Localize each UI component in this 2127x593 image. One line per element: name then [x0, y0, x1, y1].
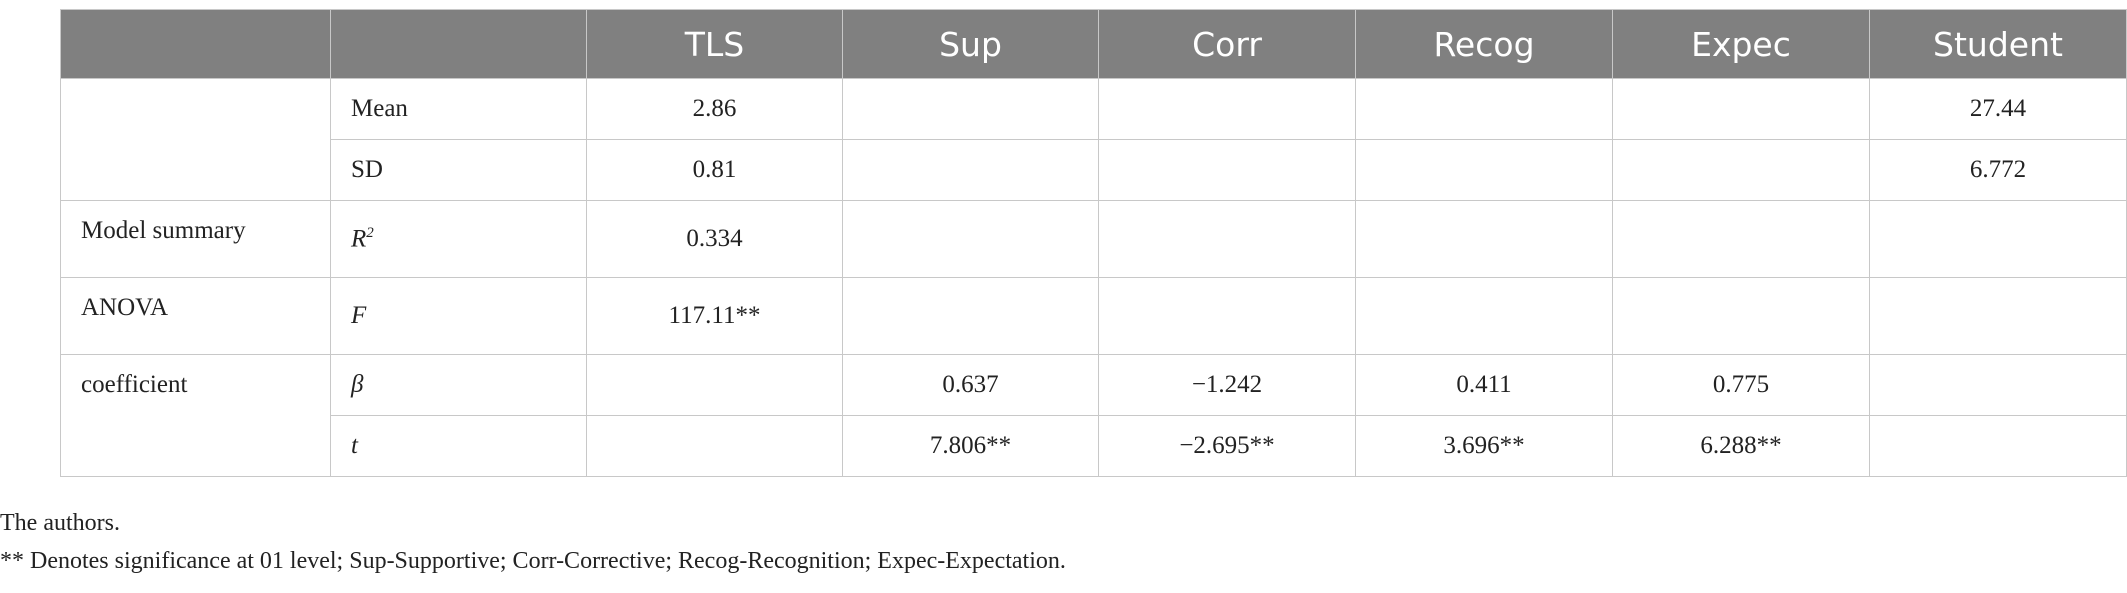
- table-row: Model summary R2 0.334: [60, 200, 2127, 278]
- value-cell: [1869, 354, 2127, 416]
- header-row: TLS Sup Corr Recog Expec Student: [60, 9, 2127, 79]
- table-body: Mean 2.86 27.44 SD 0.81 6.772 Model summary R2 0…: [60, 78, 2127, 477]
- footnote: ** Denotes significance at 01 level; Sup…: [0, 548, 1066, 574]
- value-cell: 7.806**: [842, 415, 1099, 477]
- value-cell: [1355, 78, 1613, 140]
- header-cell: [330, 9, 587, 79]
- group-label: Model summary: [60, 200, 331, 278]
- table-row: t 7.806** −2.695** 3.696** 6.288**: [61, 415, 2127, 477]
- group-label: ANOVA: [60, 277, 331, 355]
- value-cell: [1355, 200, 1613, 278]
- value-cell: 0.637: [842, 354, 1099, 416]
- value-cell: 0.81: [586, 139, 843, 201]
- value-cell: [586, 354, 843, 416]
- stat-label: SD: [330, 139, 587, 201]
- header-cell: [60, 9, 331, 79]
- table-row: ANOVA F 117.11**: [60, 277, 2127, 355]
- value-cell: [1098, 139, 1356, 201]
- value-cell: −2.695**: [1098, 415, 1356, 477]
- results-table: TLS Sup Corr Recog Expec Student Mean 2.86 27.4…: [60, 9, 2127, 477]
- table-row: coefficient β 0.637 −1.242 0.411 0.775: [60, 354, 2127, 477]
- value-cell: [1869, 200, 2127, 278]
- value-cell: [1355, 139, 1613, 201]
- value-cell: 6.772: [1869, 139, 2127, 201]
- group-label: coefficient: [60, 354, 331, 477]
- value-cell: [1098, 277, 1356, 355]
- column-header: Corr: [1098, 9, 1356, 79]
- column-header: TLS: [586, 9, 843, 79]
- value-cell: 2.86: [586, 78, 843, 140]
- value-cell: [842, 139, 1099, 201]
- value-cell: [1355, 277, 1613, 355]
- value-cell: [1869, 415, 2127, 477]
- value-cell: 0.334: [586, 200, 843, 278]
- column-header: Sup: [842, 9, 1099, 79]
- stat-label: β: [330, 354, 587, 416]
- column-header: Expec: [1612, 9, 1870, 79]
- table-row: Mean 2.86 27.44: [60, 78, 2127, 201]
- stat-label: Mean: [330, 78, 587, 140]
- stat-symbol: F: [351, 302, 367, 329]
- value-cell: [1098, 200, 1356, 278]
- value-cell: 0.775: [1612, 354, 1870, 416]
- column-header: Recog: [1355, 9, 1613, 79]
- stat-symbol: t: [351, 432, 358, 459]
- value-cell: [842, 277, 1099, 355]
- footnote: The authors.: [0, 510, 120, 536]
- value-cell: [1612, 277, 1870, 355]
- value-cell: 3.696**: [1355, 415, 1613, 477]
- column-header: Student: [1869, 9, 2127, 79]
- value-cell: [842, 78, 1099, 140]
- value-cell: [1098, 78, 1356, 140]
- stat-symbol: R: [351, 225, 367, 253]
- group-label: [60, 78, 331, 201]
- value-cell: 0.411: [1355, 354, 1613, 416]
- value-cell: 117.11**: [586, 277, 843, 355]
- stat-label: R2: [330, 200, 587, 278]
- stat-symbol: Mean: [351, 95, 408, 122]
- value-cell: [1612, 139, 1870, 201]
- value-cell: [842, 200, 1099, 278]
- value-cell: [1869, 277, 2127, 355]
- value-cell: [586, 415, 843, 477]
- value-cell: [1612, 200, 1870, 278]
- value-cell: [1612, 78, 1870, 140]
- stat-label: F: [330, 277, 587, 355]
- stat-symbol: β: [351, 371, 364, 398]
- table-row: SD 0.81 6.772: [61, 139, 2127, 201]
- value-cell: 6.288**: [1612, 415, 1870, 477]
- value-cell: 27.44: [1869, 78, 2127, 140]
- value-cell: −1.242: [1098, 354, 1356, 416]
- stat-symbol: SD: [351, 156, 383, 183]
- stat-superscript: 2: [366, 224, 374, 241]
- stat-label: t: [330, 415, 587, 477]
